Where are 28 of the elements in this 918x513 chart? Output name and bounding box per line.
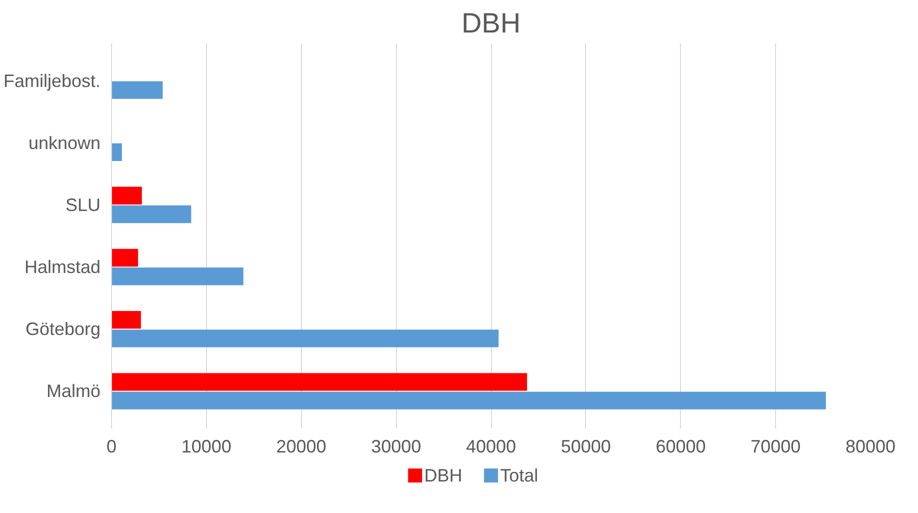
- x-tick-label: 0: [106, 436, 117, 456]
- x-tick-label: 30000: [371, 436, 422, 456]
- bar: [112, 81, 163, 99]
- bar: [112, 392, 826, 410]
- x-tick-label: 50000: [560, 436, 611, 456]
- bar: [112, 205, 192, 224]
- legend-label: DBH: [424, 466, 462, 486]
- bar: [112, 268, 244, 286]
- bar: [112, 330, 499, 348]
- y-tick-label: Familjebost.: [3, 70, 100, 91]
- y-tick-label: Halmstad: [24, 257, 101, 278]
- bar: [112, 186, 142, 204]
- y-tick-label: SLU: [65, 194, 100, 215]
- x-tick-label: 10000: [181, 436, 232, 456]
- bar: [112, 248, 138, 267]
- legend-label: Total: [500, 466, 538, 486]
- bar: [112, 373, 528, 391]
- chart-title: DBH: [461, 8, 521, 38]
- x-tick-label: 20000: [276, 436, 326, 456]
- x-tick-label: 70000: [750, 436, 801, 456]
- x-tick-label: 40000: [466, 436, 516, 456]
- x-tick-label: 60000: [656, 436, 706, 456]
- bar: [112, 310, 141, 329]
- y-tick-label: Malmö: [46, 381, 101, 402]
- y-tick-label: unknown: [28, 132, 101, 153]
- bar: [112, 143, 122, 162]
- x-tick-label: 80000: [845, 436, 896, 456]
- y-tick-label: Göteborg: [25, 319, 101, 340]
